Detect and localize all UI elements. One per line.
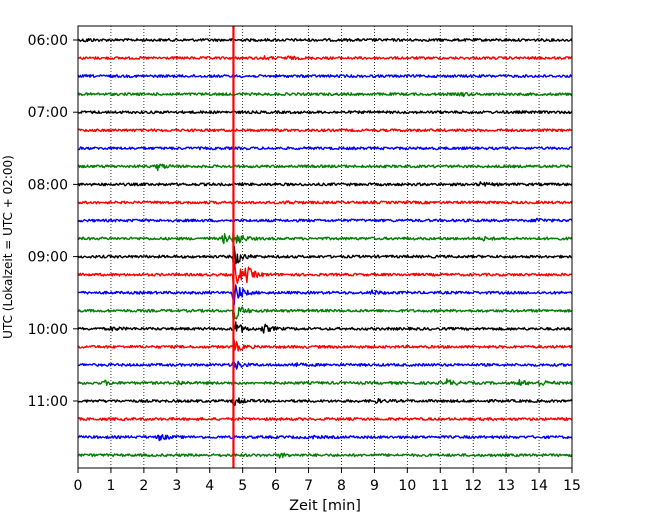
trace-21	[77, 417, 573, 422]
trace-20	[77, 394, 573, 407]
trace-16	[77, 321, 573, 334]
plot-frame	[77, 25, 573, 469]
y-axis-label: UTC (Lokalzeit = UTC + 02:00)	[1, 155, 15, 339]
trace-4	[77, 110, 573, 115]
trace-7	[77, 163, 572, 172]
y-tick-label-1000: 10:00	[28, 322, 68, 338]
x-tick-label-5: 5	[238, 478, 247, 494]
trace-5	[77, 128, 573, 133]
trace-0	[77, 37, 573, 43]
x-tick-label-3: 3	[172, 478, 181, 494]
trace-6	[77, 146, 573, 151]
x-tick-label-4: 4	[205, 478, 214, 494]
x-tick-label-6: 6	[271, 478, 280, 494]
y-tick-label-0600: 06:00	[28, 33, 68, 49]
trace-1	[77, 55, 573, 61]
x-tick-label-1: 1	[106, 478, 115, 494]
x-tick-label-15: 15	[563, 478, 581, 494]
trace-10	[77, 217, 573, 223]
y-tick-label-1100: 11:00	[28, 394, 68, 410]
x-tick-label-10: 10	[398, 478, 416, 494]
y-tick-label-0900: 09:00	[28, 250, 68, 266]
trace-15	[77, 306, 573, 323]
y-tick-label-0800: 08:00	[28, 177, 68, 193]
x-tick-label-11: 11	[431, 478, 449, 494]
trace-13	[77, 259, 573, 288]
trace-8	[77, 181, 573, 187]
trace-14	[77, 284, 573, 306]
trace-3	[77, 91, 573, 98]
trace-23	[77, 452, 573, 459]
x-axis-ticks: 0 1 2 3 4 5 6 7 8 9 10 11 12 13 14 15	[74, 468, 581, 494]
trace-2	[77, 74, 573, 79]
trace-11	[77, 227, 573, 245]
trace-12	[77, 245, 573, 267]
x-tick-label-9: 9	[370, 478, 379, 494]
trace-19	[77, 378, 573, 387]
x-axis-label: Zeit [min]	[289, 498, 361, 514]
x-tick-label-13: 13	[497, 478, 515, 494]
x-tick-label-0: 0	[74, 478, 83, 494]
seismic-traces	[77, 37, 573, 459]
trace-17	[77, 339, 573, 352]
trace-18	[77, 360, 573, 370]
trace-9	[77, 200, 573, 205]
y-tick-label-0700: 07:00	[28, 105, 68, 121]
x-tick-label-12: 12	[464, 478, 482, 494]
x-tick-label-8: 8	[337, 478, 346, 494]
x-tick-label-2: 2	[139, 478, 148, 494]
x-tick-label-7: 7	[304, 478, 313, 494]
y-axis-ticks: 06:00 07:00 08:00 09:00 10:00 11:00	[28, 33, 78, 410]
x-tick-label-14: 14	[530, 478, 548, 494]
trace-22	[77, 434, 573, 442]
